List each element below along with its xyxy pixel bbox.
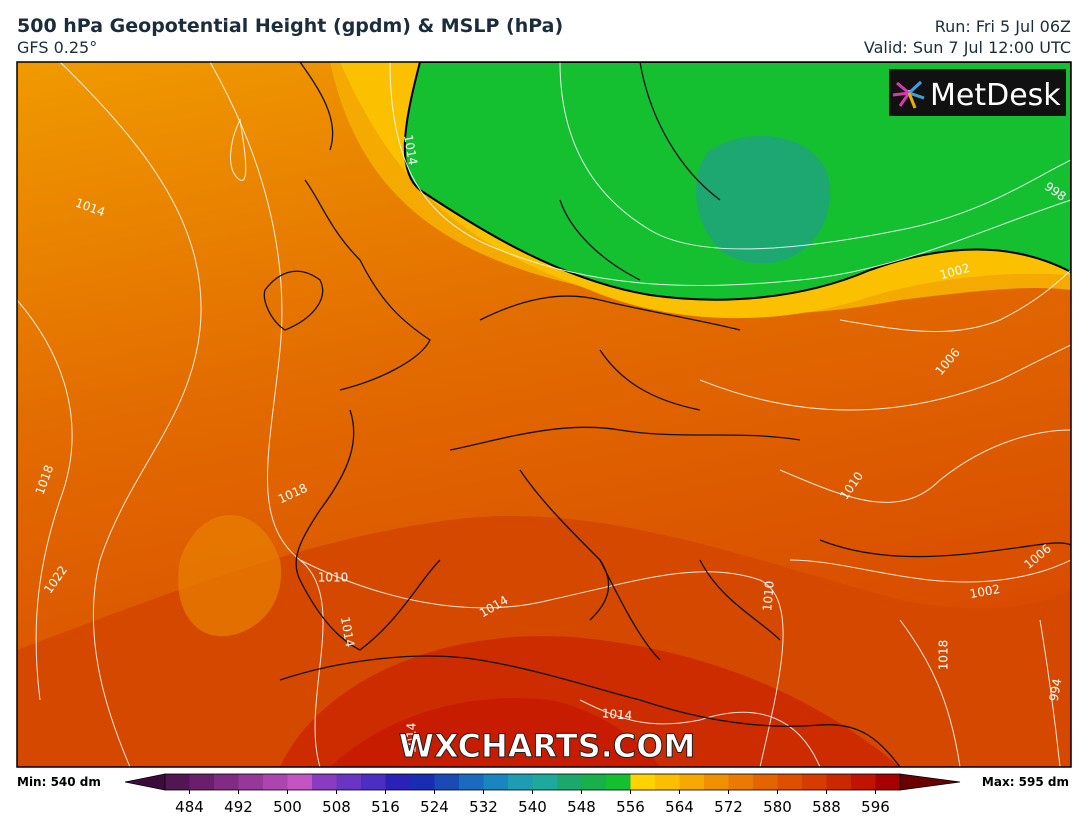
colorbar-tick-label: 556 bbox=[616, 798, 645, 816]
colorbar-tick-label: 492 bbox=[224, 798, 253, 816]
colorbar-segment bbox=[263, 774, 288, 790]
logo-text: MetDesk bbox=[930, 78, 1061, 113]
colorbar-segment bbox=[312, 774, 337, 790]
colorbar-tick-label: 596 bbox=[861, 798, 890, 816]
isobar-label: 1014 bbox=[401, 134, 420, 167]
colorbar-tick-label: 572 bbox=[714, 798, 743, 816]
isobar-label: 1010 bbox=[318, 571, 349, 585]
colorbar-segment bbox=[630, 774, 656, 790]
colorbar-tick-label: 588 bbox=[812, 798, 841, 816]
logo-icon bbox=[892, 80, 925, 109]
colorbar-segment bbox=[238, 774, 264, 790]
colorbar-segment bbox=[606, 774, 631, 790]
colorbar-segment bbox=[434, 774, 460, 790]
colorbar-segment bbox=[753, 774, 778, 790]
colorbar-tick-label: 532 bbox=[469, 798, 498, 816]
colorbar-segment bbox=[483, 774, 509, 790]
colorbar-tick-label: 580 bbox=[763, 798, 792, 816]
colorbar-segment bbox=[581, 774, 607, 790]
isobar-label: 1018 bbox=[937, 640, 951, 671]
map-frame bbox=[16, 61, 1072, 768]
colorbar-tick-label: 516 bbox=[371, 798, 400, 816]
max-label: Max: 595 dm bbox=[982, 775, 1069, 789]
title: 500 hPa Geopotential Height (gpdm) & MSL… bbox=[17, 15, 563, 37]
isobar-label: 1014 bbox=[338, 616, 357, 649]
isobar-label: 1014 bbox=[601, 706, 633, 723]
colorbar-tick-label: 564 bbox=[665, 798, 694, 816]
colorbar-cap bbox=[124, 773, 166, 791]
colorbar-segment bbox=[410, 774, 435, 790]
valid-time: Valid: Sun 7 Jul 12:00 UTC bbox=[864, 38, 1071, 57]
colorbar-segment bbox=[679, 774, 705, 790]
subtitle: GFS 0.25° bbox=[17, 38, 97, 57]
colorbar-segment bbox=[336, 774, 362, 790]
colorbar-tick-label: 524 bbox=[420, 798, 449, 816]
colorbar-segment bbox=[361, 774, 386, 790]
colorbar-segment bbox=[189, 774, 215, 790]
colorbar-segment bbox=[826, 774, 852, 790]
colorbar-segment bbox=[777, 774, 803, 790]
colorbar-cap bbox=[899, 773, 961, 791]
watermark: WXCHARTS.COM bbox=[399, 727, 696, 765]
isobar-label: 1010 bbox=[760, 580, 777, 612]
isobar-label: 994 bbox=[1047, 677, 1065, 702]
colorbar-segment bbox=[459, 774, 484, 790]
colorbar-tick-label: 484 bbox=[175, 798, 204, 816]
height-band bbox=[178, 515, 282, 637]
colorbar-segment bbox=[875, 774, 901, 790]
colorbar-segment bbox=[851, 774, 876, 790]
colorbar-segment bbox=[165, 774, 190, 790]
height-band bbox=[696, 135, 830, 264]
colorbar-segment bbox=[532, 774, 558, 790]
colorbar: 484 492 500 508 516 524 532 540 548 556 564 572 580 5… bbox=[124, 773, 961, 816]
colorbar-segment bbox=[214, 774, 239, 790]
colorbar-tick-label: 548 bbox=[567, 798, 596, 816]
colorbar-segment bbox=[802, 774, 827, 790]
colorbar-segment bbox=[508, 774, 533, 790]
height-band bbox=[330, 698, 660, 767]
colorbar-tick-label: 500 bbox=[273, 798, 302, 816]
colorbar-segment bbox=[655, 774, 680, 790]
run-time: Run: Fri 5 Jul 06Z bbox=[935, 17, 1071, 36]
isobar-label: 1002 bbox=[969, 582, 1002, 601]
colorbar-segment bbox=[287, 774, 313, 790]
colorbar-segment bbox=[385, 774, 411, 790]
isobar-label: 1014 bbox=[405, 723, 419, 754]
colorbar-segment bbox=[704, 774, 729, 790]
colorbar-tick-label: 540 bbox=[518, 798, 547, 816]
colorbar-segment bbox=[557, 774, 582, 790]
colorbar-tick-label: 508 bbox=[322, 798, 351, 816]
colorbar-segment bbox=[728, 774, 754, 790]
min-label: Min: 540 dm bbox=[17, 775, 101, 789]
logo-box bbox=[889, 69, 1066, 116]
